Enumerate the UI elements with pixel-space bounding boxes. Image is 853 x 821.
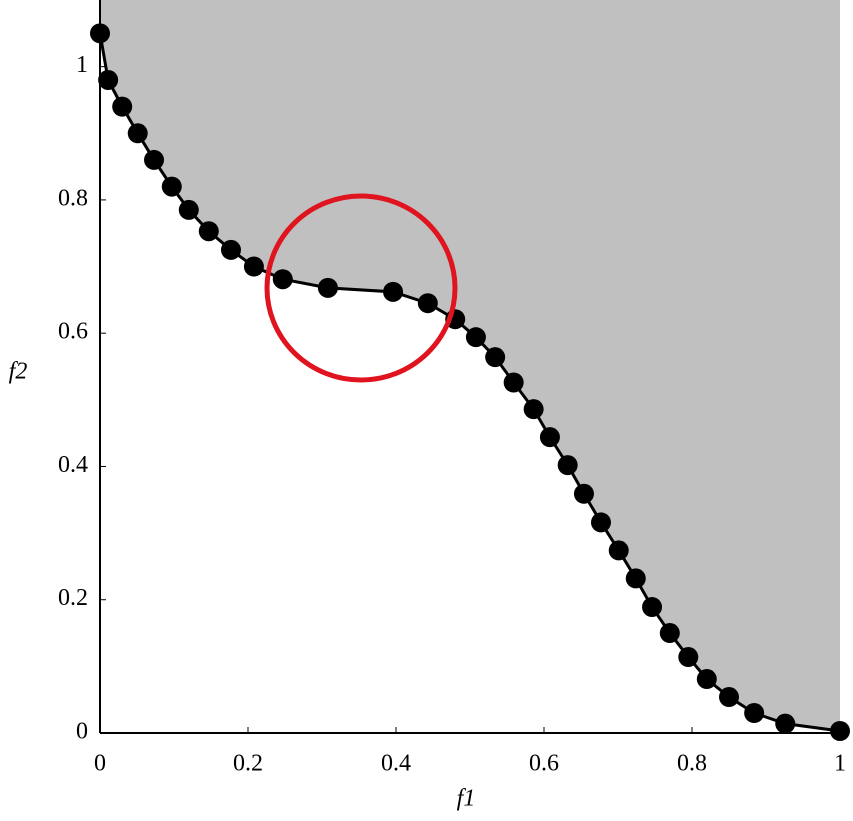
y-tick-label: 0.8: [58, 185, 88, 211]
point: [590, 512, 611, 533]
point: [272, 269, 293, 290]
point: [744, 703, 765, 724]
point: [608, 540, 629, 561]
y-tick-label: 0.2: [58, 585, 88, 611]
point: [503, 372, 524, 393]
y-tick-label: 0.4: [58, 452, 88, 478]
y-tick-label: 1: [76, 52, 88, 78]
point: [775, 713, 796, 734]
point: [220, 239, 241, 260]
point: [523, 399, 544, 420]
point: [383, 281, 404, 302]
y-axis-label: f2: [9, 359, 28, 385]
point: [659, 623, 680, 644]
point: [678, 647, 699, 668]
x-tick-label: 0: [94, 751, 106, 777]
point: [178, 199, 199, 220]
point: [417, 293, 438, 314]
point: [144, 149, 165, 170]
point: [642, 597, 663, 618]
point: [198, 221, 219, 242]
x-tick-label: 0.2: [233, 751, 263, 777]
point: [485, 347, 506, 368]
point: [127, 123, 148, 144]
point: [112, 96, 133, 117]
y-tick-label: 0: [76, 719, 88, 745]
point: [719, 687, 739, 708]
point: [161, 176, 182, 197]
point: [243, 256, 264, 277]
point: [696, 669, 717, 690]
x-tick-label: 0.6: [529, 751, 559, 777]
point: [465, 327, 486, 348]
point: [625, 568, 646, 589]
x-tick-label: 0.4: [381, 751, 411, 777]
highlight-circle: [264, 193, 458, 383]
x-tick-label: 1: [834, 751, 846, 777]
point: [573, 483, 594, 504]
point: [98, 69, 119, 90]
y-tick-label: 0.6: [58, 319, 88, 345]
point: [317, 277, 338, 298]
point: [557, 455, 578, 476]
x-axis-label: f1: [457, 786, 476, 812]
point: [539, 427, 560, 448]
shaded-region: [100, 0, 840, 732]
x-tick-label: 0.8: [677, 751, 707, 777]
